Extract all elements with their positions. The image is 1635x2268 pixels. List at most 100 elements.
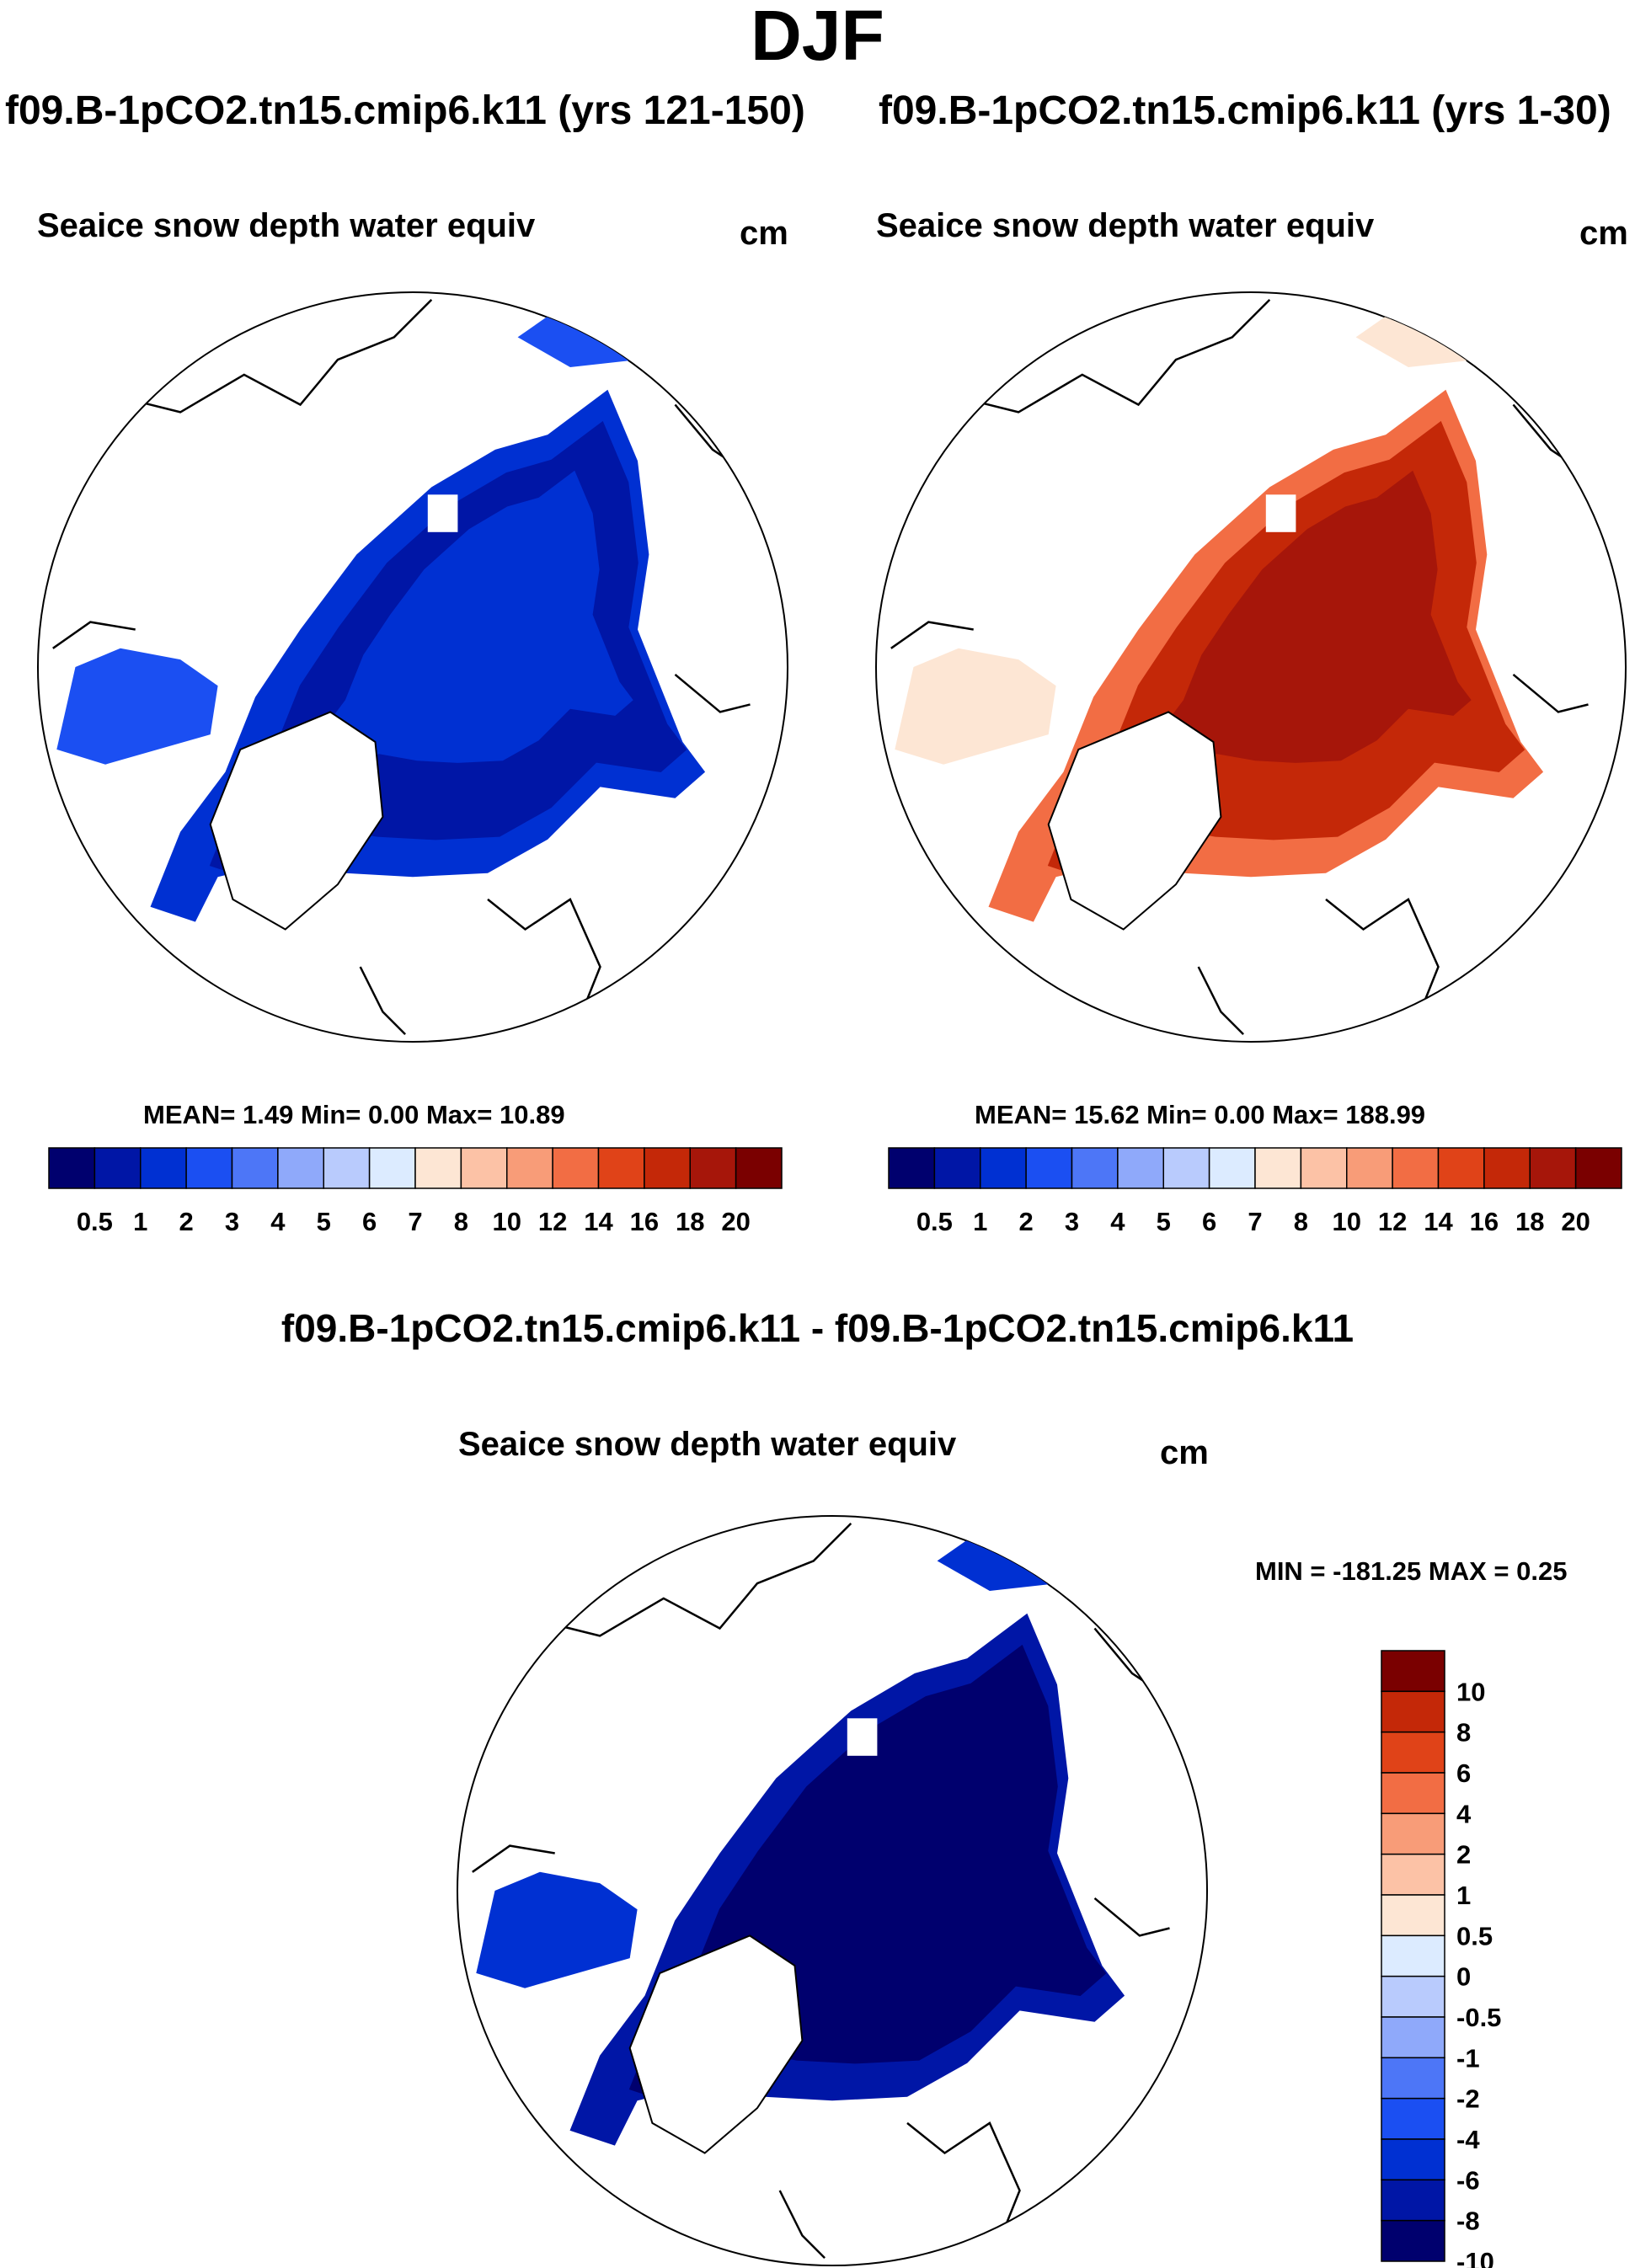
panel1-colorbar-label: 16 [630,1207,659,1236]
panel2-colorbar-box [1254,1147,1302,1189]
panel3-colorbar-label: 1 [1456,1881,1471,1910]
panel2-polynya [1265,494,1296,532]
panel1-colorbar-box [140,1147,187,1189]
panel1-colorbar-label: 6 [362,1207,377,1236]
panel1-colorbar-box [48,1147,96,1189]
panel2-colorbar-label: 2 [1019,1207,1034,1236]
panel3-colorbar-label: 0.5 [1456,1921,1493,1950]
panel3-colorbar-label: 10 [1456,1677,1485,1706]
panel2-colorbar-label: 5 [1157,1207,1171,1236]
panel1-colorbar-label: 12 [538,1207,567,1236]
panel2-baffin-hudson-field [895,648,1056,765]
panel3-colorbar-box [1381,2219,1445,2262]
panel2-coastline-5 [1197,966,1244,1035]
panel3-field [472,1522,1178,2259]
panel3-colorbar-label: 2 [1456,1840,1471,1870]
panel3-polynya [847,1718,878,1756]
panel1-colorbar-label: 4 [270,1207,286,1236]
panel2-colorbar-label: 12 [1378,1207,1407,1236]
panel1-colorbar-box [185,1147,233,1189]
diff-case-title: f09.B-1pCO2.tn15.cmip6.k11 - f09.B-1pCO2… [281,1306,1354,1350]
panel1-colorbar-label: 8 [454,1207,468,1236]
panel3-colorbar-box [1381,2179,1445,2222]
panel1-colorbar-label: 10 [493,1207,521,1236]
panel1-colorbar-label: 20 [721,1207,750,1236]
panel2-colorbar-label: 10 [1333,1207,1361,1236]
panel2-coastline-6 [890,621,974,649]
panel3-ice-field-core [719,1694,1053,2014]
panel1-colorbar-box [644,1147,691,1189]
panel3-colorbar-label: -8 [1456,2207,1480,2236]
panel2-colorbar-label: 0.5 [916,1207,953,1236]
panel3-colorbar-label: -1 [1456,2043,1480,2073]
panel1-colorbar-box [277,1147,324,1189]
diff-variable-title: Seaice snow depth water equiv [458,1426,957,1463]
panel1-colorbar-box [368,1147,416,1189]
panel1-ice-field-core [300,470,633,790]
panel3-colorbar-label: 4 [1456,1799,1472,1828]
panel3-colorbar-box [1381,2138,1445,2181]
panel1-coastline-4 [487,898,601,1024]
panel1-colorbar-box [689,1147,737,1189]
panel1-colorbar-box [414,1147,462,1189]
panel1-colorbar-box [323,1147,371,1189]
panel2-colorbar-label: 8 [1294,1207,1308,1236]
panel2-stats: MEAN= 15.62 Min= 0.00 Max= 188.99 [975,1100,1426,1129]
panel3-colorbar-box [1381,2057,1445,2100]
diff-units: cm [1160,1434,1209,1471]
chart-panel-3: 10 8 6 4 2 1 0.5 0 -0.5 -1 -2 -4 -6 -8 -10 [457,1515,1501,2268]
panel3-colorbar-box [1381,1853,1445,1896]
panel2-colorbar-box [1346,1147,1393,1189]
panel2-colorbar-box [980,1147,1027,1189]
panel2-coastline-3 [1512,673,1589,713]
panel3-colorbar-box [1381,1812,1445,1855]
panel1-coastline-5 [359,966,406,1035]
panel2-colorbar-box [933,1147,981,1189]
panel3-greenland [628,1934,804,2154]
panel2-colorbar-label: 3 [1065,1207,1079,1236]
panel3-colorbar-label: 6 [1456,1758,1471,1788]
panel2-colorbar-label: 4 [1110,1207,1125,1236]
panel2-units: cm [1579,215,1628,252]
panel3-colorbar-label: -4 [1456,2125,1480,2154]
panel1-units: cm [740,215,788,252]
panel3-colorbar-box [1381,1975,1445,2018]
panel2-colorbar-box [1392,1147,1440,1189]
panel1-colorbar-label: 14 [584,1207,613,1236]
panel1-colorbar-box [231,1147,279,1189]
panel2-colorbar-box [1483,1147,1531,1189]
panel2-coastline-4 [1325,898,1440,1024]
panel1-colorbar-label: 2 [179,1207,194,1236]
panel1-stats: MEAN= 1.49 Min= 0.00 Max= 10.89 [143,1100,565,1129]
panel3-coastline-4 [906,2121,1021,2248]
panel1-colorbar-box [552,1147,600,1189]
panel2-ice-field-core [1138,470,1472,790]
panel3-colorbar-label: 0 [1456,1962,1471,1992]
panel2-colorbar-label: 20 [1561,1207,1590,1236]
panel2-colorbar-label: 18 [1515,1207,1544,1236]
panel3-coastline-5 [778,2190,826,2259]
panel2-greenland [1047,711,1222,931]
panel2-colorbar-label: 14 [1424,1207,1453,1236]
panel1-colorbar-box [94,1147,142,1189]
panel3-colorbar-label: -10 [1456,2247,1494,2268]
panel2-colorbar-label: 16 [1470,1207,1499,1236]
panel1-colorbar-label: 3 [225,1207,239,1236]
panel3-colorbar-label: 8 [1456,1718,1471,1748]
panel2-colorbar-label: 6 [1202,1207,1216,1236]
panel2-colorbar-box [1025,1147,1073,1189]
panel2-colorbar-box [1117,1147,1164,1189]
panel3-colorbar-box [1381,1650,1445,1693]
panel3-colorbar-label: -0.5 [1456,2003,1501,2032]
panel3-colorbar-label: -2 [1456,2084,1480,2114]
panel3-colorbar-box [1381,2016,1445,2059]
panel1-colorbar-box [506,1147,553,1189]
panel3-colorbar-box [1381,1894,1445,1937]
panel2-colorbar-box [1071,1147,1119,1189]
chart-panel-1: 0.5 1 2 3 4 5 6 7 8 10 12 14 16 18 20 [37,291,788,1236]
panel2-colorbar-box [1162,1147,1210,1189]
panel1-colorbar-label: 7 [408,1207,422,1236]
panel1-greenland [209,711,384,931]
panel1-colorbar-box [597,1147,645,1189]
